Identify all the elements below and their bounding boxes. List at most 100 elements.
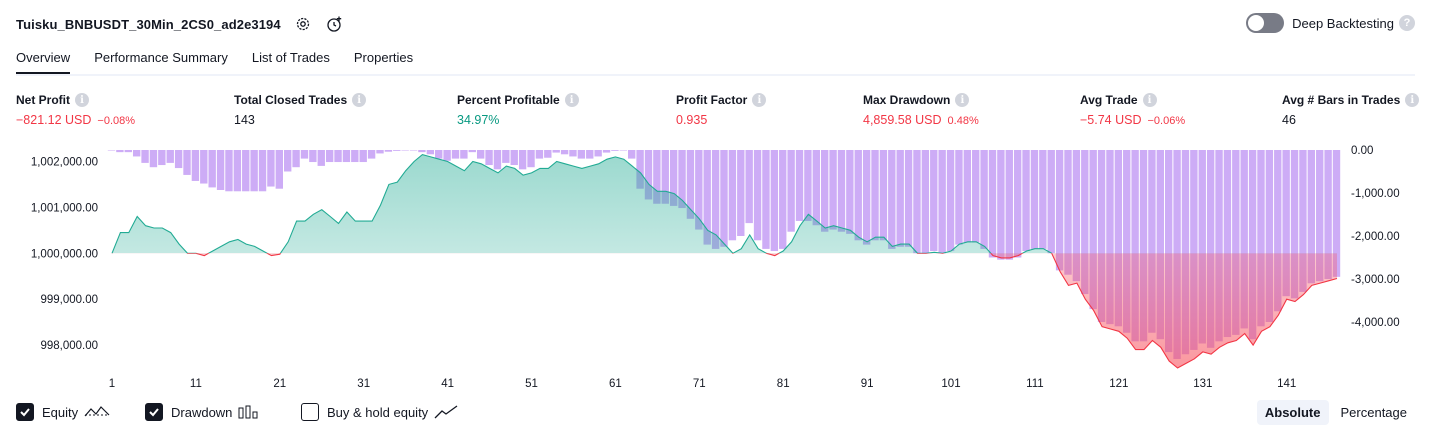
drawdown-bar [1165, 150, 1173, 353]
drawdown-bars-icon [238, 404, 260, 420]
drawdown-bar [980, 150, 988, 249]
drawdown-bar [116, 150, 124, 153]
drawdown-bar [930, 150, 938, 252]
metric-value: −821.12 USD [16, 113, 92, 127]
drawdown-bar [334, 150, 342, 163]
drawdown-bar [376, 150, 384, 154]
drawdown-bar [837, 150, 846, 232]
drawdown-bar [1248, 150, 1257, 340]
drawdown-bar [586, 150, 594, 159]
drawdown-bar [1148, 150, 1156, 333]
drawdown-bar [1013, 150, 1022, 258]
drawdown-bar [1156, 150, 1164, 340]
metric-label: Avg # Bars in Trades [1282, 93, 1401, 107]
x-axis-tick-label: 21 [273, 378, 286, 390]
drawdown-bar [787, 150, 795, 232]
tab-overview[interactable]: Overview [16, 46, 71, 75]
drawdown-bar [695, 150, 703, 230]
tab-performance-summary[interactable]: Performance Summary [94, 50, 228, 65]
deep-backtesting-label: Deep Backtesting [1292, 15, 1394, 31]
x-axis-tick-label: 101 [941, 378, 960, 390]
equity-drawdown-chart[interactable]: 1,002,000.00 1,001,000.00 1,000,000.00 999,… [0, 140, 1431, 395]
metric-value: 143 [234, 113, 255, 127]
drawdown-bar [468, 150, 476, 153]
strategy-header: Tuisku_BNBUSDT_30Min_2CS0_ad2e3194 [16, 12, 345, 36]
metric-max-drawdown: Max Drawdown i 4,859.58 USD 0.48% [863, 93, 979, 127]
tab-list-of-trades[interactable]: List of Trades [251, 50, 330, 65]
drawdown-bar [1232, 150, 1240, 335]
drawdown-bar [1274, 150, 1282, 312]
legend-buy-hold[interactable]: Buy & hold equity [301, 403, 458, 421]
tab-properties[interactable]: Properties [353, 50, 414, 65]
left-axis-tick-label: 1,000,000.00 [31, 248, 98, 260]
drawdown-bar [879, 150, 888, 241]
metric-label: Max Drawdown [863, 93, 951, 107]
left-axis-tick-label: 998,000.00 [40, 340, 98, 352]
info-icon[interactable]: i [752, 93, 767, 107]
equity-line-profit [111, 153, 1053, 254]
drawdown-bar [678, 150, 686, 209]
drawdown-bar [166, 150, 174, 163]
deep-backtesting-toggle[interactable] [1246, 13, 1285, 33]
metric-percent-profitable: Percent Profitable i 34.97% [457, 93, 579, 127]
info-icon[interactable]: i [1142, 93, 1157, 107]
drawdown-bar [745, 150, 753, 224]
settings-gear-icon[interactable] [293, 14, 313, 34]
drawdown-bar [1307, 150, 1316, 284]
drawdown-bar [762, 150, 770, 249]
info-icon[interactable]: i [564, 93, 579, 107]
drawdown-bar [946, 150, 955, 252]
drawdown-bar [208, 150, 216, 188]
drawdown-bar [132, 150, 141, 157]
drawdown-bar [1265, 150, 1274, 322]
drawdown-bar [502, 150, 510, 163]
percentage-button[interactable]: Percentage [1340, 405, 1408, 420]
x-axis-tick-label: 31 [357, 378, 370, 390]
info-icon[interactable]: i [75, 93, 89, 107]
drawdown-bar [896, 150, 904, 247]
buy-hold-checkbox[interactable] [301, 403, 319, 421]
drawdown-bar [1198, 150, 1206, 344]
buy-hold-label: Buy & hold equity [327, 404, 429, 420]
drawdown-bar [158, 150, 166, 166]
x-axis-tick-label: 81 [777, 378, 790, 390]
info-icon[interactable]: i [352, 93, 367, 107]
drawdown-bar [711, 150, 720, 249]
drawdown-bar [552, 150, 560, 153]
drawdown-bar [476, 150, 485, 159]
absolute-button[interactable]: Absolute [1256, 400, 1329, 425]
drawdown-bar [183, 150, 191, 175]
drawdown-bar [1114, 150, 1123, 327]
drawdown-bar [510, 150, 518, 166]
toggle-knob [1248, 15, 1265, 31]
drawdown-bar [921, 150, 930, 254]
info-icon[interactable]: i [955, 93, 970, 107]
drawdown-bar [359, 150, 367, 163]
drawdown-bar [1240, 150, 1248, 329]
help-icon[interactable]: ? [1399, 15, 1415, 31]
drawdown-bar [225, 150, 233, 192]
drawdown-bar [661, 150, 669, 204]
legend-equity[interactable]: Equity [16, 403, 110, 421]
drawdown-checkbox[interactable] [145, 403, 163, 421]
drawdown-bar [216, 150, 225, 190]
drawdown-bar [871, 150, 879, 241]
metric-percent: 0.48% [947, 115, 979, 127]
drawdown-bar [393, 150, 401, 151]
drawdown-bar [1106, 150, 1114, 325]
add-alert-icon[interactable] [325, 14, 345, 34]
drawdown-bar [988, 150, 997, 258]
info-icon[interactable]: i [1405, 93, 1420, 107]
equity-label: Equity [42, 404, 79, 420]
drawdown-bar [862, 150, 871, 245]
equity-checkbox[interactable] [16, 403, 34, 421]
display-mode-switch: Absolute Percentage [1253, 400, 1415, 425]
drawdown-bar [1257, 150, 1265, 327]
left-axis-tick-label: 999,000.00 [40, 294, 98, 306]
drawdown-bar [628, 150, 636, 159]
drawdown-bar [325, 150, 334, 163]
metric-avg-trade: Avg Trade i −5.74 USD −0.06% [1080, 93, 1185, 127]
drawdown-bar [1022, 150, 1030, 252]
legend-drawdown[interactable]: Drawdown [145, 403, 260, 421]
x-axis-tick-label: 111 [1026, 378, 1043, 390]
